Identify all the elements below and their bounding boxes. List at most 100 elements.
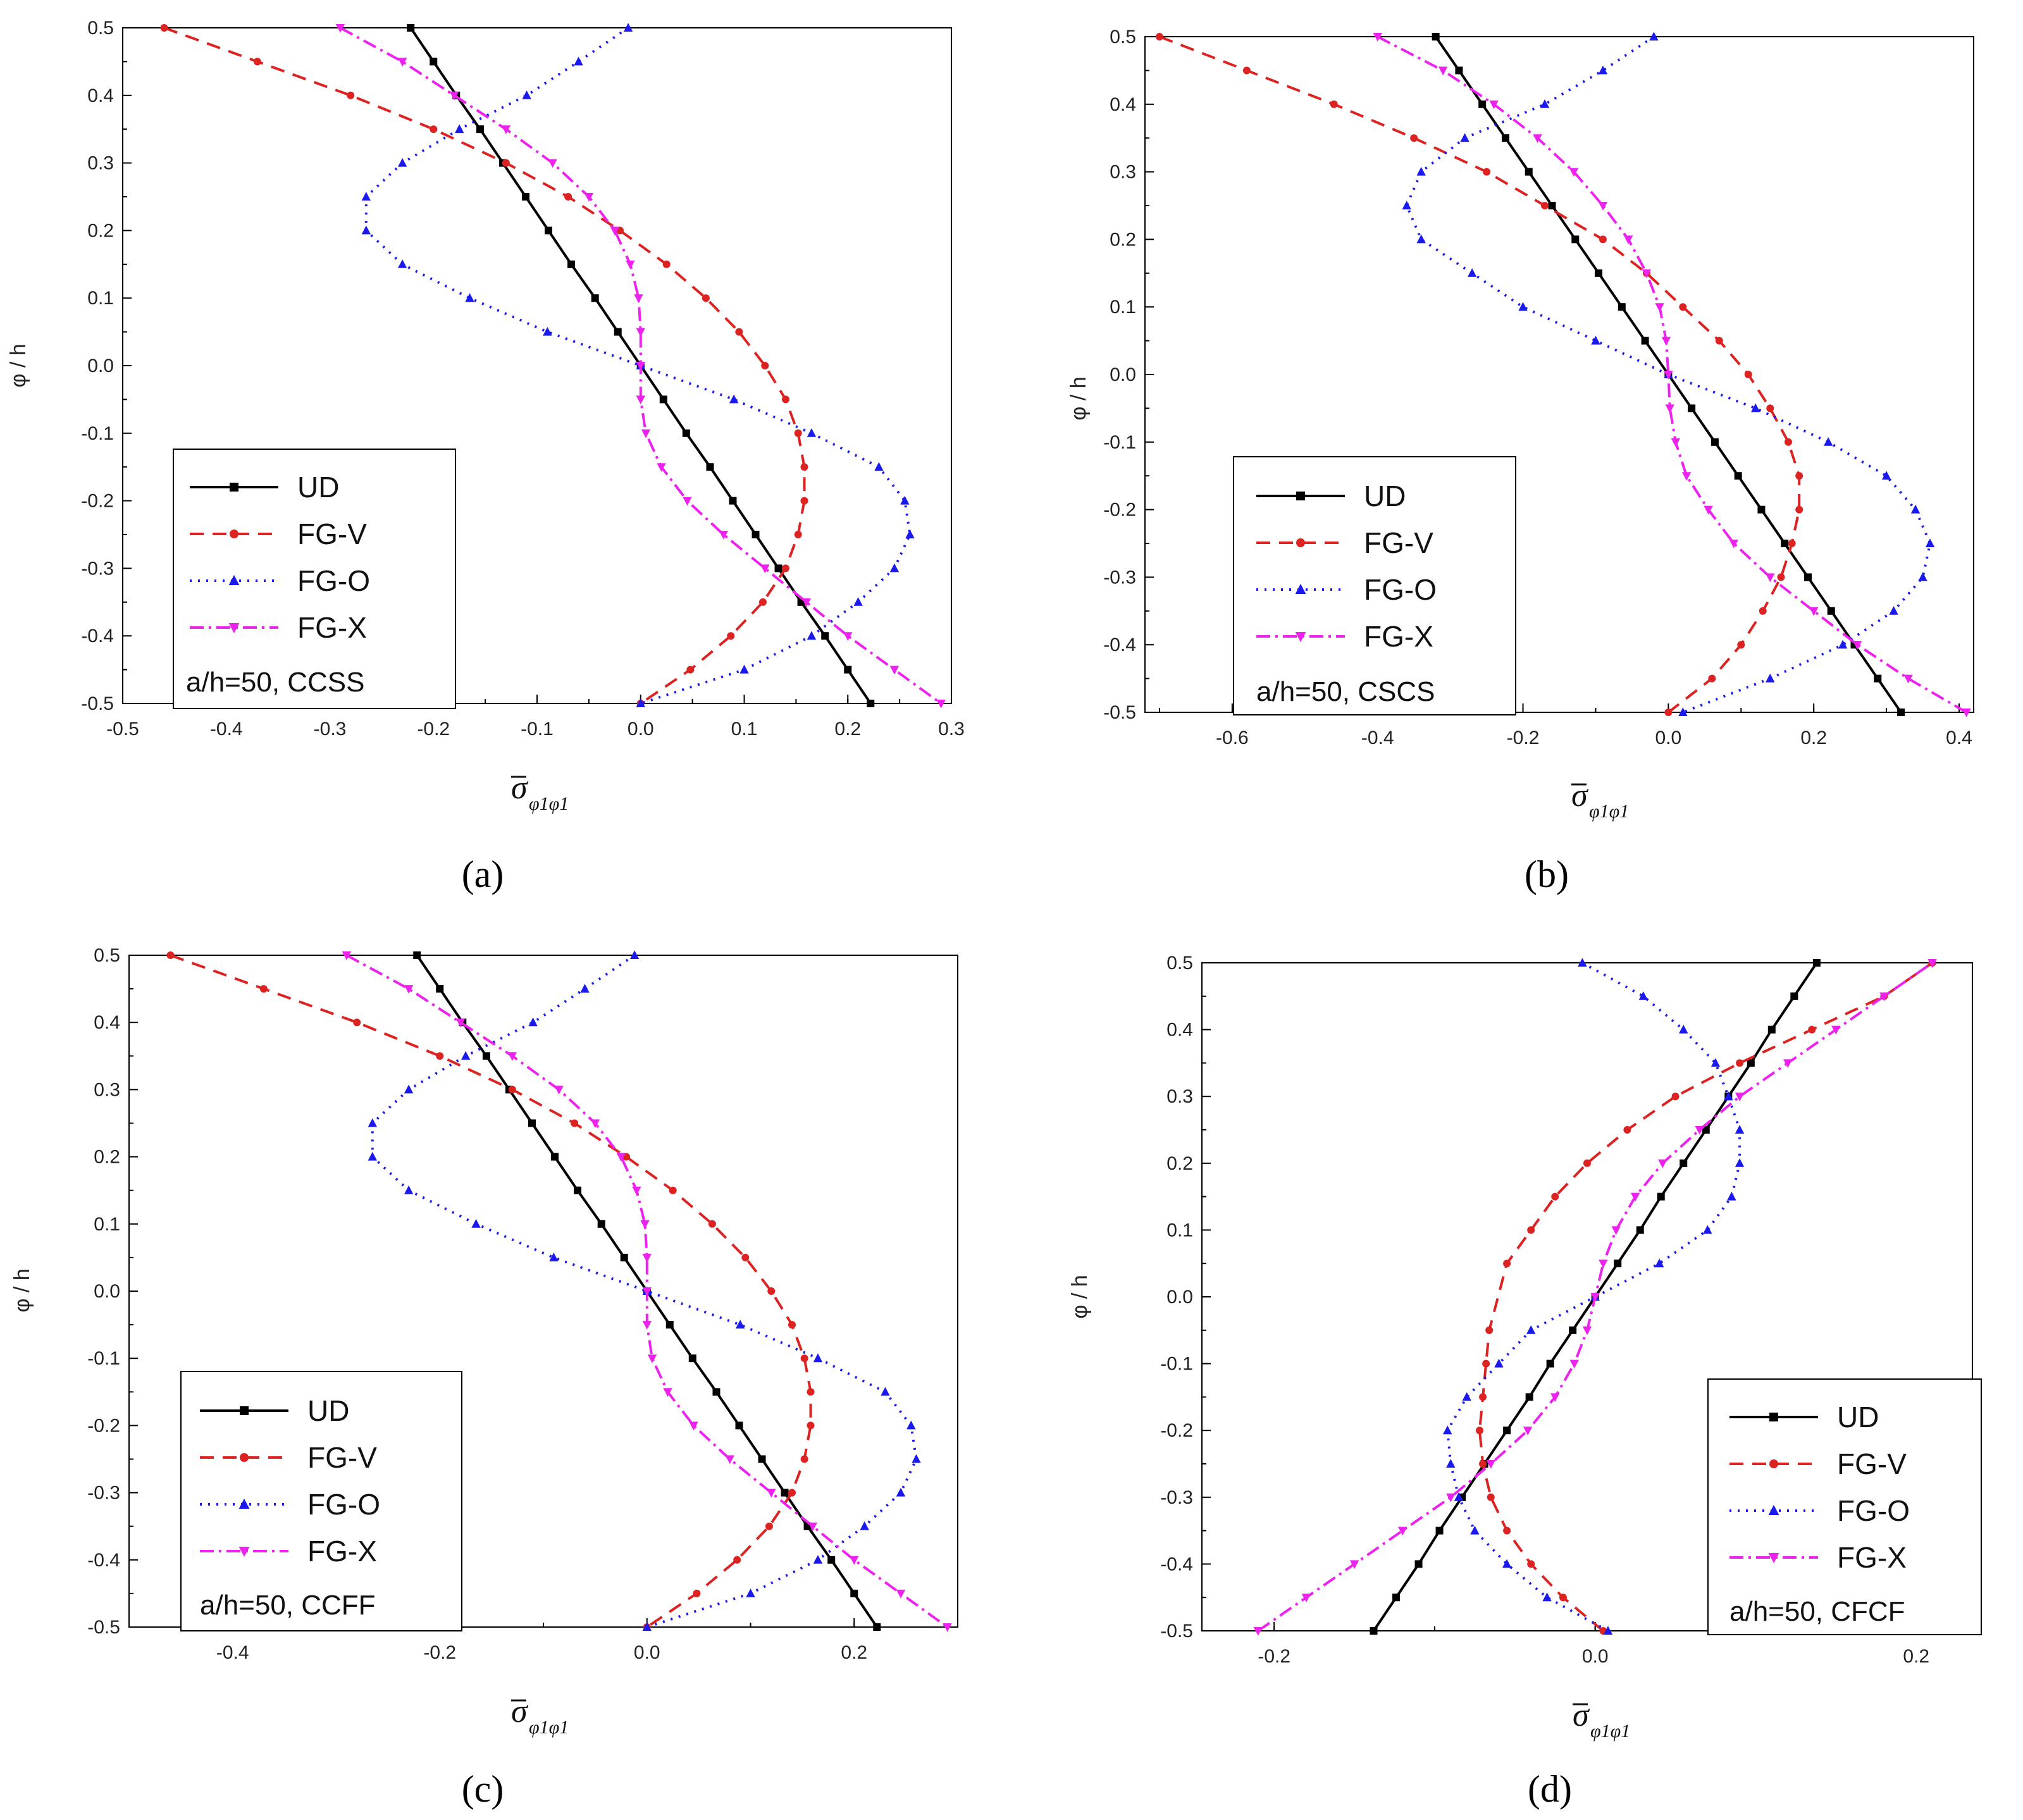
legend-items: UD FG-V FG-O FG-X <box>200 1394 380 1568</box>
data-point <box>1523 1427 1533 1435</box>
data-point <box>860 1521 869 1530</box>
data-point <box>564 193 572 201</box>
legend-marker <box>1768 1553 1779 1564</box>
data-point <box>1618 303 1626 311</box>
legend-marker <box>1769 1459 1778 1468</box>
data-point <box>943 1623 952 1632</box>
series-fg-x <box>1373 33 1971 717</box>
data-series <box>1253 958 1937 1636</box>
data-point <box>1478 100 1487 108</box>
data-point <box>767 1489 776 1498</box>
data-point <box>688 1354 696 1363</box>
data-point <box>807 1421 815 1430</box>
legend: UD FG-V FG-O FG-X a/h=50, CSCS <box>1233 456 1516 715</box>
data-point <box>361 192 371 201</box>
data-point <box>1486 1460 1495 1469</box>
legend-entry-fg-v: FG-V <box>200 1441 377 1474</box>
legend-entry-fg-v: FG-V <box>1729 1447 1907 1480</box>
y-axis-label: φ / h <box>10 1268 34 1312</box>
legend-marker <box>1768 1504 1779 1515</box>
data-point <box>1881 471 1891 480</box>
data-point <box>669 1186 677 1194</box>
legend-marker <box>230 483 238 492</box>
legend-marker <box>1296 492 1305 500</box>
data-point <box>642 1321 652 1330</box>
legend-entry-fg-v: FG-V <box>190 517 367 550</box>
legend-label: FG-V <box>297 517 367 550</box>
legend-label: FG-V <box>1364 526 1433 559</box>
data-point <box>554 1086 564 1095</box>
legend-label: UD <box>1837 1401 1879 1433</box>
data-point <box>1569 1359 1579 1369</box>
data-point <box>1903 674 1913 684</box>
data-point <box>873 1623 881 1631</box>
data-point <box>1784 438 1792 446</box>
data-series <box>166 950 952 1632</box>
data-point <box>1850 641 1859 649</box>
data-point <box>610 226 620 236</box>
data-point <box>686 665 695 674</box>
series-line <box>163 27 806 705</box>
data-point <box>353 1018 361 1027</box>
data-point <box>1482 1359 1490 1368</box>
data-point <box>1485 1326 1494 1334</box>
data-point <box>729 497 737 505</box>
panel-c: 0.5 0.4 0.3 0.2 0.1 0.0 -0.1 -0.2 -0.3 -0.4 -0.5 -… <box>10 945 958 1810</box>
data-point <box>1715 337 1723 345</box>
data-point <box>727 632 735 640</box>
legend-label: FG-X <box>1837 1541 1907 1574</box>
data-point <box>1808 1025 1816 1034</box>
data-point <box>665 1321 674 1329</box>
legend-items: UD FG-V FG-O FG-X <box>1729 1401 1910 1574</box>
data-point <box>1527 1560 1535 1568</box>
data-point <box>1392 1594 1401 1602</box>
data-point <box>449 91 459 101</box>
legend-box <box>1707 1378 1982 1635</box>
data-point <box>1470 1525 1480 1535</box>
data-point <box>702 294 710 302</box>
y-tick-label: -0.5 <box>1103 702 1136 723</box>
data-point <box>760 564 770 574</box>
data-point <box>413 951 421 959</box>
data-point <box>1680 1159 1688 1167</box>
legend-entry-ud: UD <box>1256 480 1406 512</box>
legend-marker <box>238 1498 250 1509</box>
y-axis-label: φ / h <box>1067 376 1091 420</box>
data-point <box>1661 337 1671 346</box>
data-point <box>347 91 355 99</box>
data-point <box>1155 33 1163 40</box>
data-point <box>1432 33 1440 40</box>
data-point <box>1443 1425 1452 1435</box>
data-point <box>1657 1192 1665 1201</box>
y-tick-label: 0.1 <box>1110 297 1136 318</box>
legend-label: FG-V <box>307 1441 377 1474</box>
data-point <box>689 1421 698 1431</box>
data-point <box>1703 1225 1712 1234</box>
x-tick-label: 0.0 <box>634 1642 660 1663</box>
y-tick-label: -0.3 <box>1103 567 1136 588</box>
series-fg-o <box>361 23 915 707</box>
data-point <box>1641 337 1649 345</box>
data-point <box>454 124 464 133</box>
x-tick-label: 0.0 <box>628 719 654 740</box>
data-point <box>1603 1626 1613 1635</box>
data-point <box>632 1186 641 1196</box>
data-point <box>614 328 622 336</box>
data-point <box>1788 540 1796 547</box>
panel-caption: (b) <box>1525 853 1569 895</box>
y-tick-label: 0.3 <box>1110 162 1136 183</box>
data-point <box>662 260 671 268</box>
y-axis-label: φ / h <box>1068 1275 1092 1318</box>
data-point <box>1301 1594 1311 1602</box>
legend-entry-fg-o: FG-O <box>1729 1494 1910 1527</box>
data-point <box>881 1387 890 1396</box>
data-point <box>642 1622 652 1631</box>
data-point <box>1642 269 1652 278</box>
data-point <box>1897 709 1905 716</box>
data-point <box>889 563 900 573</box>
legend-box <box>1233 456 1516 715</box>
data-point <box>800 1455 808 1463</box>
panel-d: 0.5 0.4 0.3 0.2 0.1 0.0 -0.1 -0.2 -0.3 -0.4 -0.5 -… <box>1068 953 1982 1810</box>
sigma-subscript: φ1φ1 <box>529 1717 569 1738</box>
data-point <box>1747 1059 1755 1067</box>
